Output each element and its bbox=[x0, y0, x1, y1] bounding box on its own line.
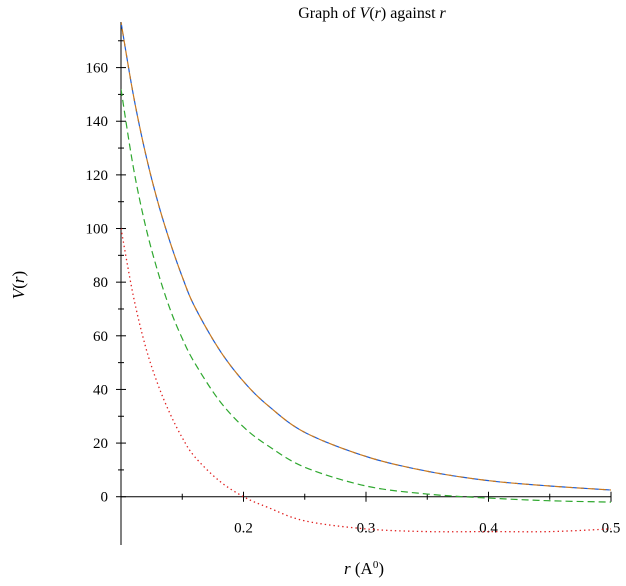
y-tick-label: 20 bbox=[93, 436, 108, 452]
x-axis-label-part: ) bbox=[378, 559, 384, 578]
y-tick-label: 120 bbox=[86, 168, 109, 184]
y-tick-label: 0 bbox=[101, 490, 109, 506]
y-tick-label: 60 bbox=[93, 329, 108, 345]
chart-title-part: ) bbox=[381, 5, 386, 22]
chart-title-part: V bbox=[360, 5, 372, 22]
y-tick-label: 140 bbox=[86, 114, 109, 130]
x-axis-label-part: (A bbox=[351, 559, 374, 578]
x-tick-label: 0.2 bbox=[234, 521, 253, 537]
series-line-1 bbox=[121, 22, 611, 491]
series-line-2 bbox=[121, 22, 611, 491]
chart-title-part: against bbox=[386, 5, 439, 22]
y-axis-label-part: ) bbox=[9, 271, 28, 277]
x-tick-label: 0.3 bbox=[357, 521, 376, 537]
x-axis-label: r (A0) bbox=[344, 559, 384, 578]
x-tick-label: 0.4 bbox=[479, 521, 498, 537]
series-line-4 bbox=[121, 228, 611, 533]
y-axis-label-part: r bbox=[9, 276, 28, 283]
x-axis-label-part: r bbox=[344, 559, 351, 578]
y-tick-label: 100 bbox=[86, 222, 109, 238]
y-tick-label: 80 bbox=[93, 275, 108, 291]
y-tick-label: 160 bbox=[86, 61, 109, 77]
y-axis: 0 20 40 60 80 100 120 140 160 bbox=[86, 22, 126, 545]
series-line-3 bbox=[121, 88, 611, 503]
chart-title-part: ( bbox=[369, 5, 374, 22]
y-axis-label-part: V bbox=[9, 286, 28, 299]
x-axis: 0.2 0.3 0.4 0.5 bbox=[121, 491, 621, 537]
plot-area bbox=[121, 22, 611, 533]
y-tick-label: 40 bbox=[93, 382, 108, 398]
chart-title-part: r bbox=[375, 5, 382, 22]
y-axis-label-part: ( bbox=[9, 283, 28, 289]
y-axis-label: V(r) bbox=[9, 271, 28, 299]
chart-title-part: r bbox=[440, 5, 447, 22]
chart-title-part: Graph of bbox=[298, 5, 359, 22]
chart-title: Graph of V(r) against r bbox=[298, 5, 446, 22]
x-tick-label: 0.5 bbox=[602, 521, 621, 537]
x-axis-label-part: 0 bbox=[373, 559, 379, 571]
